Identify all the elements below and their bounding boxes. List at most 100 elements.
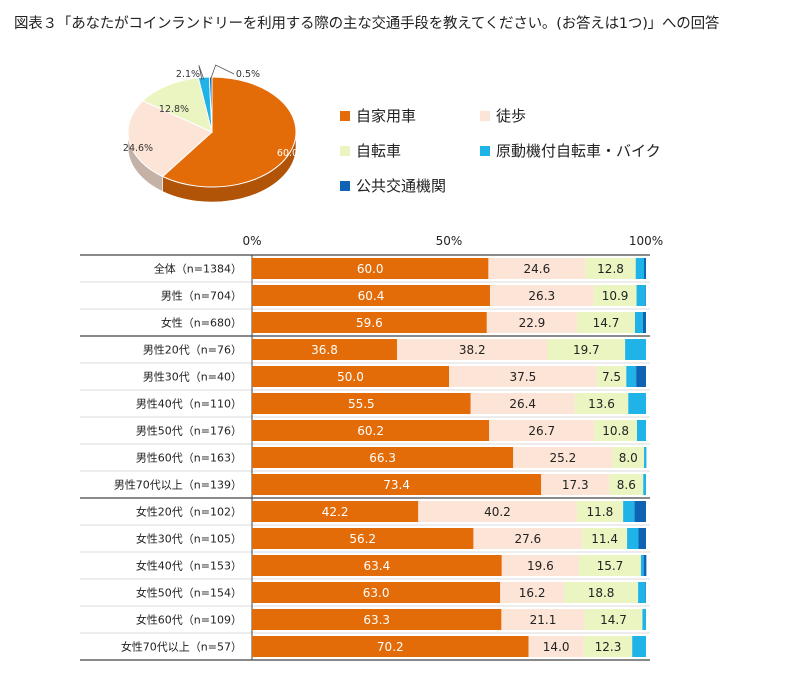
bar-value-label: 50.0 (337, 370, 364, 384)
bar-value-label: 8.0 (619, 451, 638, 465)
category-label: 女性30代（n=105） (136, 532, 242, 546)
legend-label: 自転車 (356, 140, 401, 161)
x-tick-label: 50% (436, 234, 463, 248)
legend-label: 原動機付自転車・バイク (496, 140, 661, 161)
legend-item-motorbike: 原動機付自転車・バイク (480, 140, 661, 161)
bar-value-label: 8.6 (617, 478, 636, 492)
bar-segment (635, 501, 646, 522)
bar-value-label: 42.2 (322, 505, 349, 519)
bar-segment (625, 339, 646, 360)
figure-title: 図表３「あなたがコインランドリーを利用する際の主な交通手段を教えてください。(お… (14, 12, 719, 33)
legend-item-bicycle: 自転車 (340, 140, 401, 161)
bar-value-label: 56.2 (349, 532, 376, 546)
bar-value-label: 38.2 (459, 343, 486, 357)
legend-swatch (340, 146, 350, 156)
category-label: 女性40代（n=153） (136, 559, 242, 573)
bar-value-label: 26.4 (509, 397, 536, 411)
bar-value-label: 13.6 (588, 397, 615, 411)
category-label: 女性50代（n=154） (136, 586, 242, 600)
category-label: 男性50代（n=176） (136, 424, 242, 438)
bar-segment (643, 474, 646, 495)
category-label: 女性20代（n=102） (136, 505, 242, 519)
bar-segment (637, 285, 646, 306)
bar-segment (627, 528, 638, 549)
bar-segment (623, 501, 634, 522)
category-label: 女性（n=680） (161, 316, 242, 330)
legend-label: 自家用車 (356, 105, 416, 126)
bar-value-label: 24.6 (524, 262, 551, 276)
x-tick-label: 100% (629, 234, 663, 248)
bar-value-label: 22.9 (519, 316, 546, 330)
legend-label: 徒歩 (496, 105, 526, 126)
legend-item-walk: 徒歩 (480, 105, 526, 126)
bar-segment (635, 312, 643, 333)
bar-value-label: 60.0 (357, 262, 384, 276)
bar-value-label: 14.7 (600, 613, 627, 627)
bar-segment (641, 555, 644, 576)
legend-swatch (340, 111, 350, 121)
pie-slice-label: 24.6% (123, 143, 153, 154)
category-label: 全体（n=1384） (154, 262, 242, 276)
bar-value-label: 60.4 (358, 289, 385, 303)
bar-value-label: 11.8 (587, 505, 614, 519)
bar-segment (638, 582, 645, 603)
bar-value-label: 12.8 (597, 262, 624, 276)
pie-slice-label: 60.0% (277, 148, 307, 159)
bar-segment (639, 528, 646, 549)
bar-segment (636, 366, 646, 387)
pie-slice-label: 0.5% (236, 69, 260, 80)
bar-value-label: 11.4 (591, 532, 618, 546)
bar-value-label: 17.3 (562, 478, 589, 492)
legend-swatch (340, 181, 350, 191)
bar-segment (628, 393, 646, 414)
pie-slice-label: 2.1% (176, 69, 200, 80)
bar-segment (644, 258, 646, 279)
bar-value-label: 40.2 (484, 505, 511, 519)
bar-value-label: 12.3 (595, 640, 622, 654)
category-label: 男性30代（n=40） (143, 370, 242, 384)
bar-segment (636, 258, 644, 279)
x-tick-label: 0% (242, 234, 261, 248)
bar-value-label: 16.2 (519, 586, 546, 600)
bar-value-label: 7.5 (602, 370, 621, 384)
legend-swatch (480, 111, 490, 121)
bar-value-label: 19.6 (527, 559, 554, 573)
bar-segment (644, 447, 646, 468)
category-label: 女性60代（n=109） (136, 613, 242, 627)
legend-item-public-transport: 公共交通機関 (340, 175, 446, 196)
legend-swatch (480, 146, 490, 156)
category-label: 男性70代以上（n=139） (114, 478, 242, 492)
pie-chart: 60.0% 24.6% 12.8% 2.1% 0.5% (120, 60, 320, 225)
bar-value-label: 66.3 (369, 451, 396, 465)
legend-item-car: 自家用車 (340, 105, 416, 126)
legend: 自家用車 徒歩 自転車 原動機付自転車・バイク 公共交通機関 (340, 100, 800, 210)
bar-value-label: 19.7 (573, 343, 600, 357)
bar-value-label: 15.7 (597, 559, 624, 573)
bar-value-label: 14.7 (593, 316, 620, 330)
bar-value-label: 36.8 (311, 343, 338, 357)
bar-segment (643, 312, 646, 333)
bar-value-label: 25.2 (550, 451, 577, 465)
bar-segment (642, 609, 646, 630)
category-label: 男性20代（n=76） (143, 343, 242, 357)
legend-label: 公共交通機関 (356, 175, 446, 196)
bar-segment (626, 366, 636, 387)
pie-slice-label: 12.8% (159, 104, 189, 115)
bar-segment (644, 555, 647, 576)
bar-value-label: 10.8 (602, 424, 629, 438)
bar-value-label: 70.2 (377, 640, 404, 654)
category-label: 男性40代（n=110） (136, 397, 242, 411)
bar-value-label: 55.5 (348, 397, 375, 411)
bar-segment (637, 420, 646, 441)
bar-segment (632, 636, 646, 657)
bar-value-label: 10.9 (602, 289, 629, 303)
bar-value-label: 63.0 (363, 586, 390, 600)
stacked-bar-chart: 0% 50% 100% 全体（n=1384） 60.0 24.6 12.8 男性（n=704）… (0, 228, 810, 696)
category-label: 男性（n=704） (161, 289, 242, 303)
bar-value-label: 14.0 (543, 640, 570, 654)
bar-value-label: 26.3 (528, 289, 555, 303)
bar-value-label: 73.4 (383, 478, 410, 492)
bar-value-label: 27.6 (514, 532, 541, 546)
bar-value-label: 63.4 (364, 559, 391, 573)
bar-value-label: 59.6 (356, 316, 383, 330)
